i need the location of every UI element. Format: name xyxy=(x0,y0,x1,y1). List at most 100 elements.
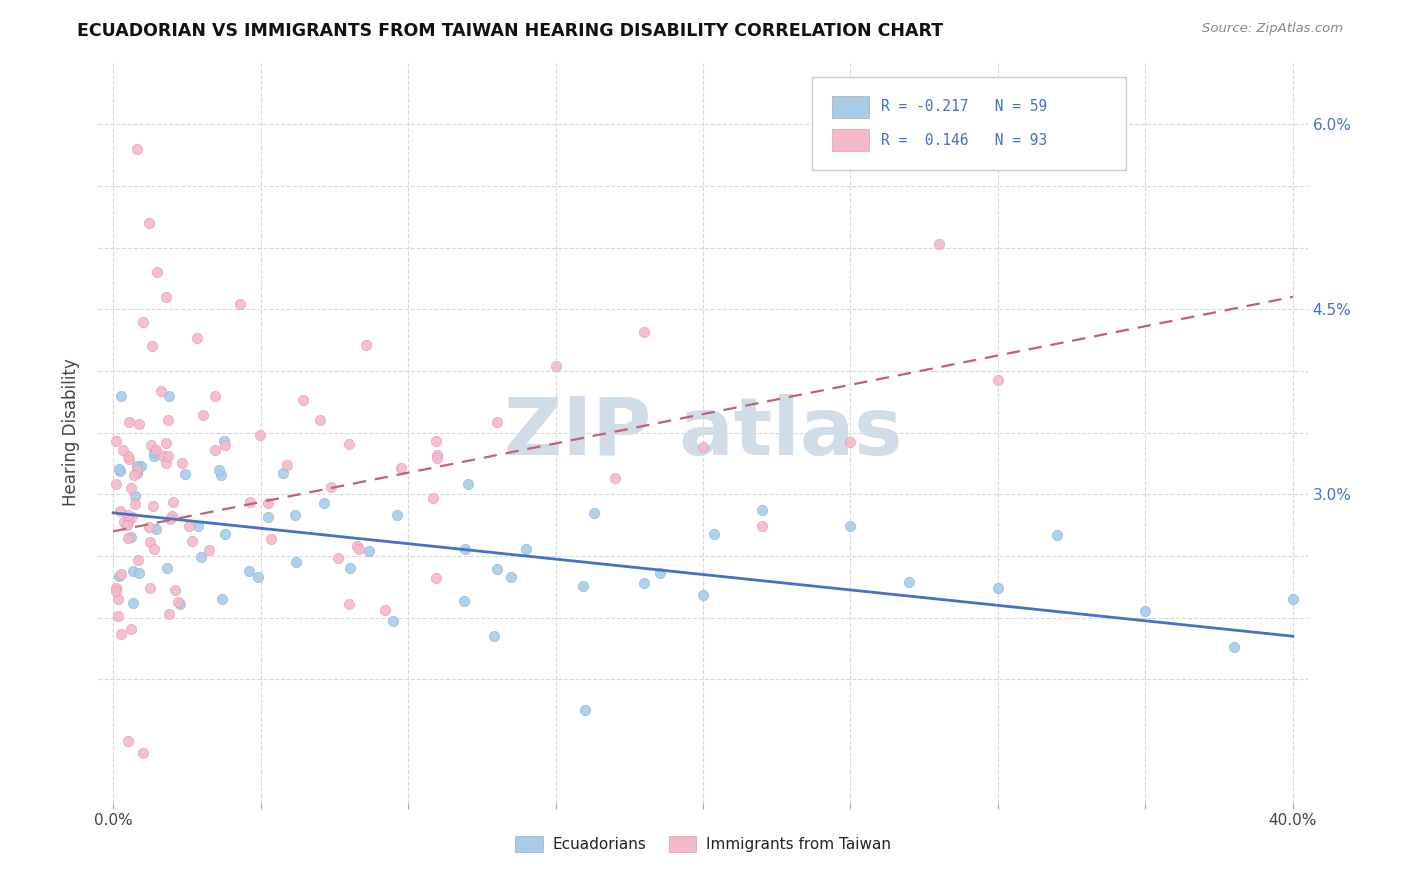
Point xyxy=(1282,591,1305,606)
Point xyxy=(138,582,160,596)
Point xyxy=(162,509,184,524)
Point xyxy=(422,491,444,506)
Point xyxy=(583,506,606,520)
Point xyxy=(284,555,307,569)
Point xyxy=(339,560,361,574)
Point xyxy=(574,703,596,717)
Point xyxy=(190,549,212,564)
Point xyxy=(354,337,377,351)
Point xyxy=(105,434,128,449)
Point xyxy=(110,464,132,478)
Point xyxy=(703,527,725,541)
Point xyxy=(381,614,404,628)
Point xyxy=(229,296,252,310)
Point xyxy=(898,574,921,589)
Point xyxy=(603,471,626,485)
Point xyxy=(157,449,180,463)
Point xyxy=(308,413,330,427)
Point xyxy=(238,564,260,578)
Point xyxy=(145,442,167,457)
Point xyxy=(650,566,672,581)
Point xyxy=(105,477,128,491)
Point xyxy=(179,519,201,533)
Point xyxy=(692,588,714,602)
Point xyxy=(544,359,567,373)
Point xyxy=(120,531,142,545)
Point xyxy=(142,449,165,463)
Point xyxy=(751,503,773,517)
Text: R =  0.146   N = 93: R = 0.146 N = 93 xyxy=(880,133,1047,148)
Point xyxy=(152,450,174,464)
Point xyxy=(312,495,335,509)
Point xyxy=(120,481,142,495)
Point xyxy=(247,570,270,584)
Point xyxy=(499,569,522,583)
Point xyxy=(145,522,167,536)
Point xyxy=(249,428,271,442)
Point xyxy=(138,216,160,230)
Point xyxy=(633,575,655,590)
Point xyxy=(142,499,165,513)
Point xyxy=(187,519,209,533)
Point xyxy=(122,467,145,482)
Point xyxy=(107,608,129,623)
Point xyxy=(198,543,221,558)
Point xyxy=(457,476,479,491)
Point xyxy=(155,456,177,470)
Point xyxy=(284,508,307,523)
Point xyxy=(110,567,132,582)
Point xyxy=(485,416,508,430)
Point xyxy=(208,463,231,477)
Point xyxy=(257,496,280,510)
Point xyxy=(515,541,537,556)
Point xyxy=(212,434,235,449)
Point xyxy=(321,480,343,494)
Point xyxy=(346,539,368,553)
Point xyxy=(142,541,165,556)
Point xyxy=(128,566,150,581)
Point xyxy=(149,384,172,399)
Point xyxy=(127,462,149,476)
Point xyxy=(166,595,188,609)
Point xyxy=(454,541,477,556)
Point xyxy=(122,596,145,610)
Point xyxy=(139,534,162,549)
Point xyxy=(751,519,773,533)
Point xyxy=(257,510,280,524)
Point xyxy=(193,408,215,422)
Point xyxy=(156,412,179,426)
Point xyxy=(987,373,1010,387)
Point xyxy=(156,561,179,575)
Point xyxy=(180,533,202,548)
Point xyxy=(214,527,236,541)
Point xyxy=(987,581,1010,595)
Point xyxy=(172,456,194,470)
FancyBboxPatch shape xyxy=(811,78,1126,169)
Point xyxy=(131,315,153,329)
Point xyxy=(155,436,177,450)
FancyBboxPatch shape xyxy=(832,129,869,152)
Point xyxy=(128,417,150,431)
Point xyxy=(125,142,148,156)
Point xyxy=(209,468,232,483)
Point xyxy=(426,448,449,462)
Point xyxy=(105,581,128,595)
Point xyxy=(839,434,862,449)
Point xyxy=(425,450,447,465)
Point xyxy=(138,520,160,534)
Point xyxy=(110,627,132,641)
Point xyxy=(186,331,208,345)
Point xyxy=(349,541,371,556)
Point xyxy=(271,466,294,480)
Point xyxy=(928,237,950,252)
Text: ZIP atlas: ZIP atlas xyxy=(503,393,903,472)
Point xyxy=(157,389,180,403)
Point xyxy=(482,629,505,643)
Point xyxy=(572,579,595,593)
Point xyxy=(169,597,191,611)
Point xyxy=(124,497,146,511)
Point xyxy=(117,515,139,529)
Point xyxy=(159,512,181,526)
Point xyxy=(425,571,447,585)
Point xyxy=(157,607,180,622)
